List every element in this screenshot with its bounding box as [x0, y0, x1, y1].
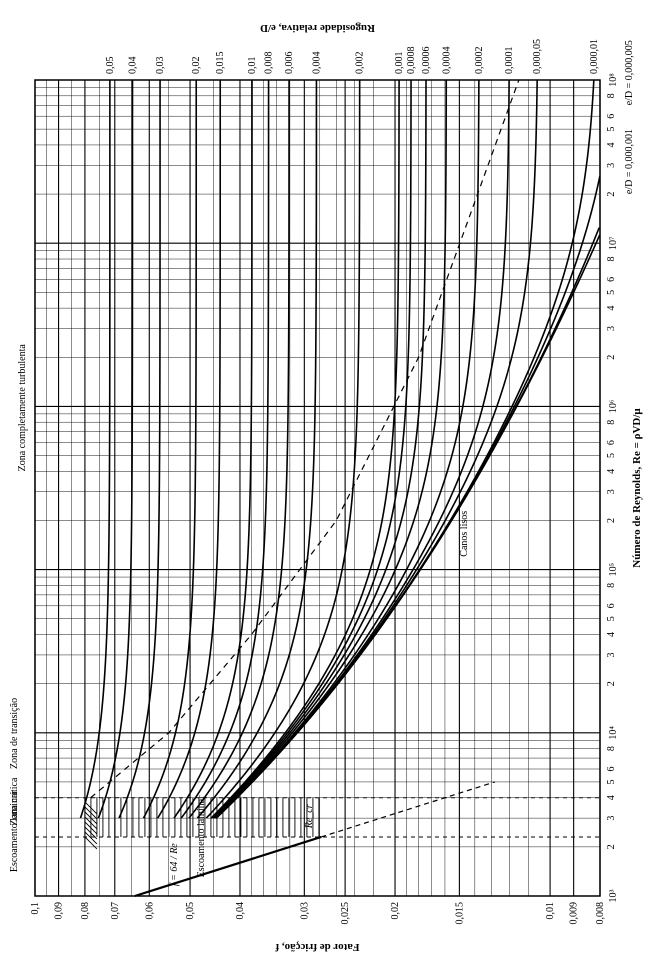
roughness-curve: [216, 80, 537, 818]
critical-zone-hatch: [85, 837, 97, 849]
x-tick-label-minor: 8: [606, 420, 617, 425]
ed-label: 0,0001: [504, 47, 515, 75]
x-tick-label-minor: 5: [606, 127, 617, 132]
x-tick-label-minor: 2: [606, 518, 617, 523]
x-tick-label: 10⁴: [608, 726, 619, 740]
y-tick-label: 0,015: [454, 902, 465, 925]
y-tick-label: 0,06: [144, 902, 155, 920]
x-tick-label-minor: 8: [606, 583, 617, 588]
x-tick-label-minor: 3: [606, 652, 617, 657]
ed-label: 0,0008: [406, 47, 417, 75]
smooth-pipes-label: Canos lisos: [459, 511, 470, 557]
ed-label: 0,05: [105, 57, 116, 75]
roughness-curve: [158, 80, 221, 818]
ed-label: 0,01: [247, 57, 258, 75]
ed-label: 0,03: [155, 57, 166, 75]
laminar-line: [135, 837, 321, 896]
roughness-curve: [215, 80, 479, 818]
ed-label: 0,0006: [421, 47, 432, 75]
roughness-curve: [181, 80, 268, 818]
x-tick-label-minor: 4: [606, 306, 617, 311]
y-tick-label: 0,04: [235, 902, 246, 920]
laminar-text: Escoamento laminar: [196, 795, 207, 878]
x-tick-label-minor: 6: [606, 277, 617, 282]
region-critical: Zona crítica: [9, 777, 20, 826]
ed-label: 0,006: [284, 52, 295, 75]
roughness-curve: [216, 228, 599, 819]
x-tick-label-minor: 5: [606, 290, 617, 295]
x-axis-label: Número de Reynolds, Re = ρVD/μ: [631, 408, 643, 568]
moody-chart: 10³ 2 3 4 5 6 8 10⁴ 2 3 4 5 6 8 10⁵ 2 3 4 5 6 8 10⁶ 2 3 4 5 6 8 10⁷ 2…: [0, 0, 655, 966]
y-tick-label: 0,025: [340, 902, 351, 925]
smooth-pipe-curve: [216, 235, 600, 818]
x-tick-label-minor: 5: [606, 779, 617, 784]
ed-label: 0,0004: [441, 47, 452, 75]
x-tick-label-minor: 2: [606, 844, 617, 849]
y-tick-label: 0,03: [299, 902, 310, 920]
x-tick-label-minor: 2: [606, 192, 617, 197]
y-tick-label: 0,09: [54, 902, 65, 920]
x-tick-label-minor: 6: [606, 767, 617, 772]
y-tick-label: 0,07: [110, 902, 121, 920]
x-tick-label-minor: 3: [606, 163, 617, 168]
x-tick-label-minor: 6: [606, 603, 617, 608]
x-tick-label-minor: 5: [606, 453, 617, 458]
x-tick-label-minor: 2: [606, 681, 617, 686]
y-tick-label: 0,05: [185, 902, 196, 920]
recr-label: Re_cr: [304, 804, 315, 829]
x-tick-label-minor: 4: [606, 142, 617, 147]
ed-label: 0,015: [215, 52, 226, 75]
roughness-curve: [197, 80, 316, 818]
x-tick-label-minor: 8: [606, 746, 617, 751]
x-tick-label: 10³: [608, 890, 619, 903]
x-tick-label-minor: 8: [606, 93, 617, 98]
ed-label: 0,0002: [474, 47, 485, 75]
y2-axis-label: Rugosidade relativa, e/D: [260, 22, 375, 34]
ed-label: 0,008: [264, 52, 275, 75]
x-tick-label-minor: 5: [606, 616, 617, 621]
chart-svg: 10³ 2 3 4 5 6 8 10⁴ 2 3 4 5 6 8 10⁵ 2 3 4 5 6 8 10⁶ 2 3 4 5 6 8 10⁷ 2…: [0, 0, 655, 966]
y-tick-label: 0,009: [569, 902, 580, 925]
y-tick-label: 0,01: [545, 902, 556, 920]
roughness-curve: [216, 80, 594, 818]
roughness-curve: [143, 80, 196, 818]
callout-ed-1e-6: e/D = 0,000,001: [624, 129, 635, 194]
y-tick-label: 0,02: [390, 902, 401, 920]
y-axis-label: Fator de fricção, f: [275, 941, 359, 953]
roughness-curve: [119, 80, 160, 818]
ed-label: 0,04: [127, 57, 138, 75]
ed-label: 0,000,01: [589, 39, 600, 74]
roughness-curve: [216, 80, 509, 818]
x-tick-label-minor: 8: [606, 257, 617, 262]
y-tick-label: 0,08: [80, 902, 91, 920]
ed-label: 0,000,05: [532, 39, 543, 74]
x-tick-label: 10⁸: [608, 73, 619, 87]
ed-label: 0,004: [311, 52, 322, 75]
x-tick-label-minor: 3: [606, 489, 617, 494]
x-tick-label: 10⁷: [608, 236, 619, 250]
ed-label: 0,02: [191, 57, 202, 75]
roughness-curve: [98, 80, 132, 818]
x-tick-label-minor: 6: [606, 440, 617, 445]
roughness-curve: [206, 80, 359, 818]
roughness-curve: [216, 176, 600, 818]
x-tick-label-minor: 4: [606, 795, 617, 800]
x-tick-label-minor: 2: [606, 355, 617, 360]
laminar-line-ext: [321, 782, 495, 837]
x-tick-label-minor: 4: [606, 469, 617, 474]
x-tick-label-minor: 3: [606, 326, 617, 331]
x-tick-label: 10⁶: [608, 399, 619, 413]
ed-label: 0,001: [394, 52, 405, 75]
x-tick-label-minor: 3: [606, 816, 617, 821]
y-tick-label: 0,008: [595, 902, 606, 925]
region-transition: Zona de transição: [9, 698, 20, 769]
x-tick-label: 10⁵: [608, 563, 619, 577]
laminar-formula: f = 64 / Re: [169, 843, 180, 886]
callout-ed-5e-6: e/D = 0,000,005: [624, 40, 635, 105]
x-tick-label-minor: 6: [606, 114, 617, 119]
region-fully-turbulent: Zona completamente turbulenta: [17, 344, 28, 472]
ed-label: 0,002: [355, 52, 366, 75]
y-tick-label: 0,1: [30, 902, 41, 915]
x-tick-label-minor: 4: [606, 632, 617, 637]
